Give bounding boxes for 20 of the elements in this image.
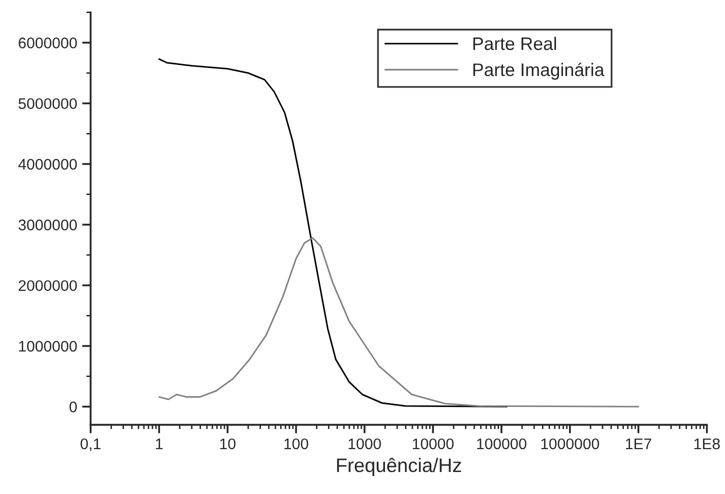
x-tick-label: 1 bbox=[156, 438, 163, 450]
y-tick-label: 3000000 bbox=[18, 220, 77, 230]
y-tick-label: 2000000 bbox=[18, 280, 77, 292]
x-tick-label: 1000 bbox=[348, 438, 381, 450]
y-tick-label: 4000000 bbox=[18, 158, 77, 170]
x-tick-label: 1E7 bbox=[626, 438, 652, 450]
x-tick-label: 10000 bbox=[412, 438, 454, 450]
x-tick-label: 100000 bbox=[477, 438, 526, 450]
x-tick-label: 10 bbox=[220, 438, 236, 450]
legend-label: Parte Imaginária bbox=[473, 62, 604, 80]
y-tick-label: 0 bbox=[70, 402, 77, 412]
legend-label: Parte Real bbox=[473, 36, 556, 50]
x-tick-label: 1000000 bbox=[541, 438, 600, 450]
y-tick-label: 5000000 bbox=[18, 98, 77, 110]
y-tick-label: 6000000 bbox=[18, 38, 77, 48]
x-tick-label: 1E8 bbox=[694, 438, 720, 450]
y-tick-label: 1000000 bbox=[19, 340, 77, 352]
x-tick-label: 0,1 bbox=[80, 438, 100, 452]
x-axis-title: Frequência/Hz bbox=[337, 458, 462, 476]
x-tick-label: 100 bbox=[284, 438, 308, 450]
